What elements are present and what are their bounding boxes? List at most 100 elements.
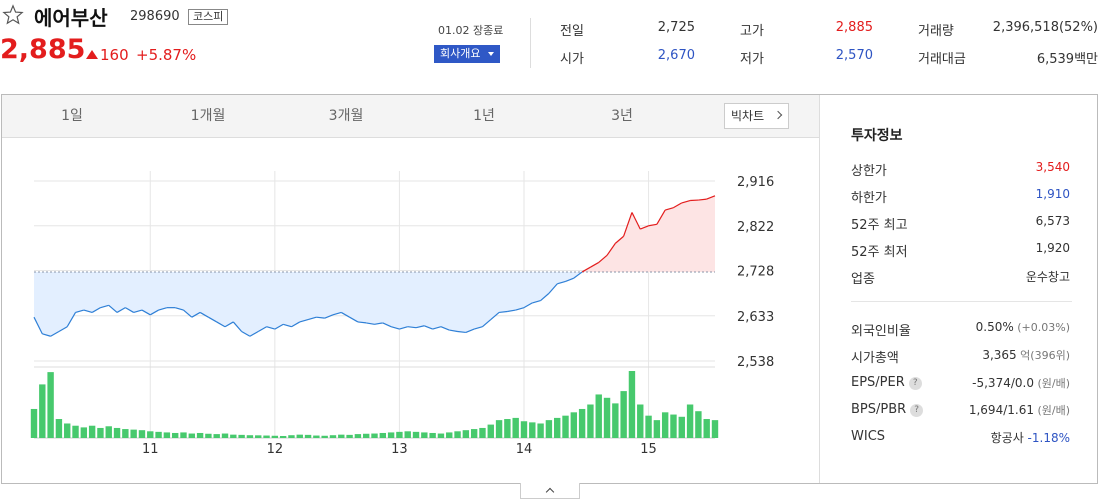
- volume-bar: [462, 430, 470, 438]
- volume-bar: [271, 435, 279, 438]
- price-segment: [83, 309, 93, 314]
- info-divider: [851, 301, 1072, 302]
- price-segment: [640, 225, 649, 230]
- collapse-button[interactable]: [520, 483, 580, 499]
- volume-bar: [529, 422, 536, 438]
- price-segment: [349, 316, 359, 323]
- volume-bar: [246, 435, 254, 438]
- tab-1day[interactable]: 1일: [61, 108, 83, 124]
- price-change-percent: +5.87%: [136, 46, 197, 64]
- volume-bar: [637, 404, 644, 438]
- volume-bar: [578, 408, 586, 438]
- price-segment: [249, 330, 259, 337]
- volume-bar: [545, 420, 553, 438]
- price-segment: [291, 321, 301, 328]
- info-value: 항공사 -1.18%: [991, 429, 1070, 446]
- volume-bar: [379, 432, 387, 438]
- info-value: 1,694/1.61 (원/배): [969, 402, 1070, 418]
- price-segment: [125, 307, 134, 313]
- investment-info-title: 투자정보: [851, 128, 903, 144]
- info-label: 업종: [851, 272, 875, 287]
- volume-bar: [180, 432, 187, 438]
- price-segment: [573, 271, 583, 279]
- volume-bar: [354, 434, 362, 438]
- price-segment: [623, 212, 633, 237]
- info-value-main: 3,365: [982, 348, 1017, 362]
- info-value-main: 항공사: [990, 431, 1024, 445]
- volume-bar: [279, 435, 287, 438]
- info-value-main: 운수창고: [1025, 270, 1070, 284]
- favorite-star-icon[interactable]: [2, 4, 24, 26]
- info-value: -5,374/0.0 (원/배): [972, 375, 1070, 391]
- volume-bar: [130, 429, 137, 438]
- price-segment: [407, 326, 417, 329]
- y-tick-label: 2,728: [737, 265, 774, 280]
- company-overview-button[interactable]: 회사개요: [434, 45, 500, 63]
- info-label: WICS: [851, 429, 886, 444]
- volume-bar: [362, 433, 370, 438]
- price-segment: [390, 326, 400, 330]
- price-segment: [606, 243, 616, 256]
- tab-1year[interactable]: 1년: [473, 108, 495, 124]
- volume-bar: [97, 427, 104, 438]
- volume-bar: [537, 423, 544, 438]
- volume-bar: [346, 434, 353, 438]
- volume-bar: [88, 425, 96, 438]
- volume-bar: [64, 423, 71, 438]
- header-divider: [530, 18, 531, 68]
- price-segment: [232, 321, 243, 332]
- price-segment: [100, 304, 109, 309]
- info-value: 0.50% (+0.03%): [976, 320, 1070, 334]
- volume-bar: [188, 433, 195, 438]
- info-value: 1,910: [1036, 187, 1070, 201]
- help-icon[interactable]: ?: [908, 377, 922, 390]
- volume-bar: [661, 412, 669, 438]
- quote-value: 2,885: [835, 20, 873, 35]
- volume-bar: [412, 431, 420, 438]
- price-segment: [382, 322, 392, 328]
- price-segment: [108, 304, 118, 313]
- price-segment: [432, 326, 442, 330]
- volume-bar: [587, 404, 594, 438]
- info-value-main: 6,573: [1035, 214, 1070, 228]
- tab-1month[interactable]: 1개월: [190, 108, 226, 124]
- price-segment: [581, 266, 591, 273]
- price-segment: [490, 311, 500, 321]
- price-segment: [241, 330, 251, 337]
- price-segment: [698, 198, 707, 201]
- price-segment: [499, 310, 508, 314]
- price-segment: [673, 202, 683, 209]
- price-segment: [324, 314, 334, 319]
- price-segment: [706, 195, 716, 200]
- price-segment: [540, 292, 550, 301]
- bigchart-button[interactable]: 빅차트: [724, 103, 789, 129]
- volume-bar: [695, 411, 702, 438]
- chevron-right-icon: [773, 110, 783, 120]
- volume-bar: [421, 432, 428, 438]
- info-value-main: 0.50%: [975, 320, 1014, 334]
- volume-bar: [288, 435, 295, 438]
- info-value-sub: (원/배): [1033, 404, 1070, 417]
- tab-3year[interactable]: 3년: [611, 108, 633, 124]
- price-segment: [50, 330, 60, 337]
- volume-bar: [628, 371, 636, 438]
- volume-bar: [437, 433, 445, 438]
- info-label: 52주 최고: [851, 218, 908, 233]
- help-icon[interactable]: ?: [910, 404, 924, 417]
- tab-3month[interactable]: 3개월: [328, 108, 364, 124]
- volume-bar: [653, 420, 661, 438]
- info-label: 52주 최저: [851, 245, 908, 260]
- price-segment: [116, 307, 126, 313]
- company-overview-label: 회사개요: [440, 47, 481, 60]
- info-value-main: 1,694/1.61: [968, 403, 1034, 417]
- info-label: 상한가: [851, 164, 887, 179]
- price-segment: [91, 307, 101, 313]
- volume-bar: [221, 433, 229, 438]
- info-label: 하한가: [851, 191, 887, 206]
- quote-value: 2,725: [657, 20, 695, 35]
- price-segment: [449, 329, 458, 333]
- volume-bar: [678, 416, 685, 438]
- volume-bar: [570, 412, 578, 438]
- price-segment: [598, 254, 608, 263]
- price-segment: [457, 330, 466, 334]
